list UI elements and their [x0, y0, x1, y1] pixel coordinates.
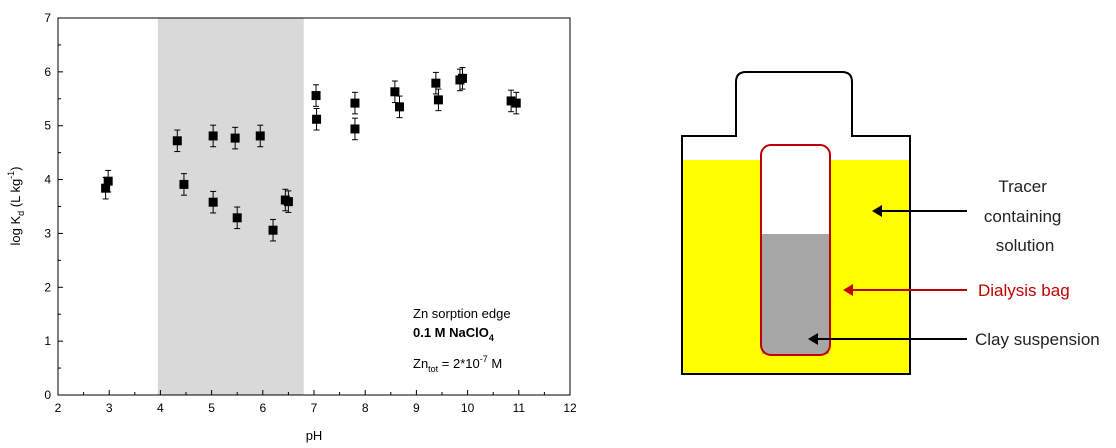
x-axis-ticks: 2 3 4 5 6 7 8 9 10 11 12: [55, 390, 577, 415]
y-tick-label: 3: [44, 226, 51, 240]
data-point: [506, 89, 516, 113]
square-marker: [311, 91, 321, 101]
annotation-line-2: 0.1 M NaClO4: [413, 325, 494, 343]
dialysis-diagram: Tracer containing solution Dialysis bag …: [681, 71, 1100, 375]
shaded-ph-region: [157, 18, 304, 395]
square-marker: [232, 213, 242, 223]
square-marker: [433, 95, 443, 105]
data-point: [312, 107, 322, 131]
data-point: [208, 124, 218, 148]
square-marker: [268, 225, 278, 235]
x-tick-label: 12: [563, 401, 577, 415]
square-marker: [511, 98, 521, 108]
x-tick-label: 2: [55, 401, 62, 415]
y-tick-label: 6: [44, 65, 51, 79]
data-points: [101, 67, 521, 242]
dialysis-arrowhead: [843, 284, 853, 296]
square-marker: [506, 96, 516, 106]
square-marker: [172, 136, 182, 146]
x-tick-label: 10: [461, 401, 475, 415]
x-tick-label: 9: [413, 401, 420, 415]
square-marker: [283, 197, 293, 207]
square-marker: [208, 131, 218, 141]
dialysis-bag-label: Dialysis bag: [978, 281, 1070, 300]
data-point: [103, 169, 113, 193]
data-point: [390, 80, 400, 104]
container-outline: [681, 71, 911, 375]
x-tick-label: 4: [157, 401, 164, 415]
data-point: [431, 71, 441, 95]
data-point: [172, 129, 182, 153]
annotation-line-3: Zntot = 2*10-7 M: [413, 354, 502, 374]
data-point: [283, 190, 293, 213]
x-tick-label: 6: [259, 401, 266, 415]
y-tick-label: 0: [44, 388, 51, 402]
y-axis-title: log Kd (L kg-1): [6, 166, 26, 245]
y-tick-label: 4: [44, 173, 51, 187]
data-point: [395, 95, 405, 119]
square-marker: [312, 114, 322, 124]
clay-suspension-label: Clay suspension: [975, 330, 1100, 349]
x-tick-label: 7: [311, 401, 318, 415]
data-point: [268, 218, 278, 242]
data-point: [208, 190, 218, 214]
data-point: [433, 88, 443, 112]
square-marker: [103, 176, 113, 186]
clay-suspension: [762, 234, 829, 354]
square-marker: [255, 131, 265, 141]
data-point: [350, 91, 360, 115]
square-marker: [390, 87, 400, 97]
annotation-line-1: Zn sorption edge: [413, 306, 511, 321]
data-point: [255, 124, 265, 148]
square-marker: [208, 197, 218, 207]
square-marker: [395, 102, 405, 112]
data-point: [311, 84, 321, 107]
data-point: [230, 126, 240, 150]
square-marker: [457, 73, 467, 83]
chart-annotation: Zn sorption edge 0.1 M NaClO4 Zntot = 2*…: [413, 306, 511, 374]
y-tick-label: 1: [44, 334, 51, 348]
clay-arrowhead: [808, 333, 818, 345]
square-marker: [230, 133, 240, 143]
x-tick-label: 3: [106, 401, 113, 415]
square-marker: [350, 98, 360, 108]
square-marker: [101, 183, 111, 193]
data-point: [232, 206, 242, 230]
data-point: [350, 117, 360, 141]
x-tick-label: 8: [362, 401, 369, 415]
square-marker: [179, 179, 189, 189]
square-marker: [350, 124, 360, 134]
x-tick-label: 5: [208, 401, 215, 415]
square-marker: [431, 78, 441, 88]
data-point: [179, 173, 189, 196]
x-axis-title: pH: [306, 428, 323, 443]
x-tick-label: 11: [513, 401, 526, 415]
data-point: [511, 91, 521, 115]
data-point: [457, 67, 467, 90]
y-tick-label: 5: [44, 119, 51, 133]
y-tick-label: 2: [44, 280, 51, 294]
dialysis-bag-outline: [760, 144, 831, 356]
tracer-arrowhead: [872, 205, 882, 217]
y-tick-label: 7: [44, 11, 51, 25]
tracer-label: Tracer containing solution: [984, 177, 1066, 255]
y-axis-ticks: 0 1 2 3 4 5 6 7: [44, 11, 63, 402]
